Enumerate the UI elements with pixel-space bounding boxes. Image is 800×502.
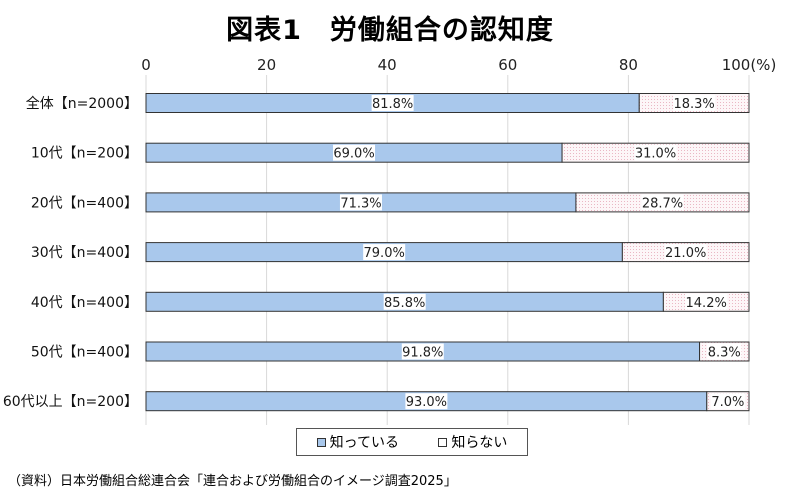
data-label-known: 81.8% [372,97,413,112]
x-tick-label: 100(%) [722,56,777,74]
data-label-known: 71.3% [340,196,381,211]
category-label: 40代【n=400】 [31,295,138,311]
data-label-bg [383,293,426,310]
x-tick-label: 20 [257,56,276,74]
data-label-bg [710,393,746,410]
data-label-known: 93.0% [406,395,447,410]
category-label: 全体【n=2000】 [26,95,138,112]
category-label: 60代以上【n=200】 [3,394,138,410]
data-label-known: 85.8% [384,296,425,311]
x-tick-label: 80 [619,56,638,74]
data-label-bg [634,144,677,161]
legend-swatch-unknown [438,437,448,447]
data-label-bg [401,343,444,360]
data-label-bg [673,95,716,111]
legend: 知っている 知らない [296,428,528,456]
data-label-unknown: 31.0% [635,147,676,162]
data-label-bg [371,95,414,111]
data-label-unknown: 7.0% [711,395,744,410]
data-label-unknown: 18.3% [673,97,714,112]
data-label-known: 79.0% [364,246,405,261]
category-label: 10代【n=200】 [31,146,138,162]
source-note: （資料）日本労働組合総連合会「連合および労働組合のイメージ調査2025」 [8,474,457,489]
legend-item-known: 知っている [316,432,399,452]
data-label-bg [664,244,707,261]
legend-swatch-known [316,437,326,447]
category-label: 30代【n=400】 [31,245,138,261]
category-label: 50代【n=400】 [31,345,138,361]
data-label-unknown: 8.3% [708,346,741,361]
legend-label-unknown: 知らない [451,435,508,451]
data-label-bg [363,244,406,261]
category-label: 20代【n=400】 [31,195,138,211]
legend-label-known: 知っている [329,435,399,451]
legend-item-unknown: 知らない [438,432,507,452]
x-tick-label: 60 [498,56,517,74]
x-tick-label: 40 [378,56,397,74]
data-label-unknown: 28.7% [642,196,683,211]
data-label-bg [333,144,376,161]
data-label-unknown: 14.2% [686,296,727,311]
data-label-bg [707,343,742,360]
data-label-known: 69.0% [333,147,374,162]
chart-title: 図表1 労働組合の認知度 [226,15,554,46]
data-label-bg [641,194,684,211]
data-label-bg [339,194,382,211]
x-tick-label: 0 [141,56,151,74]
data-label-unknown: 21.0% [665,246,706,261]
data-label-known: 91.8% [402,346,443,361]
data-label-bg [405,393,448,410]
data-label-bg [685,293,728,310]
